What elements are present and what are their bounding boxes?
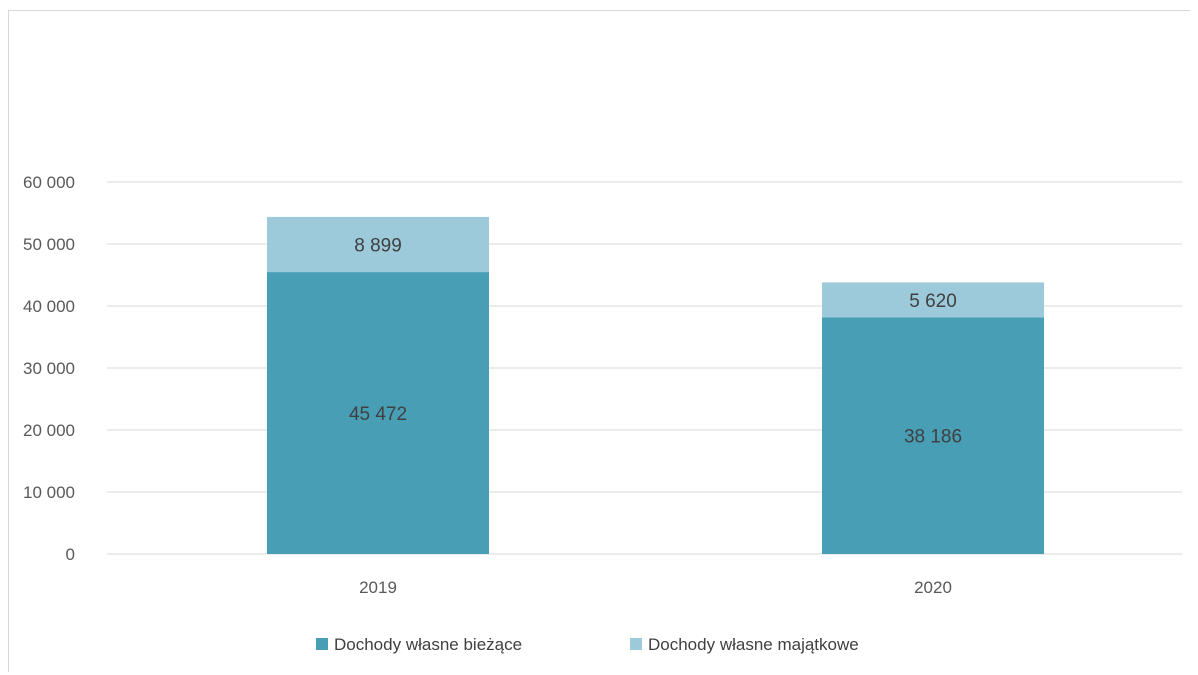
y-tick-label: 50 000 <box>23 235 75 254</box>
y-tick-label: 30 000 <box>23 359 75 378</box>
data-label: 38 186 <box>904 427 962 448</box>
y-axis-tick-labels: 0 10 000 20 000 30 000 40 000 50 000 60 000 <box>23 173 75 564</box>
legend-swatch <box>316 638 328 650</box>
x-tick-label: 2019 <box>359 578 397 597</box>
data-label: 45 472 <box>349 404 407 425</box>
bar-segment <box>822 317 1044 554</box>
legend-item: Dochody własne majątkowe <box>630 635 859 654</box>
data-label: 8 899 <box>354 235 402 256</box>
data-labels: 45 472 8 899 38 186 5 620 <box>349 235 962 447</box>
y-tick-label: 20 000 <box>23 421 75 440</box>
bar-segment <box>267 216 489 273</box>
legend-swatch <box>630 638 642 650</box>
y-tick-label: 40 000 <box>23 297 75 316</box>
bar-segment <box>267 272 489 554</box>
x-tick-label: 2020 <box>914 578 952 597</box>
y-tick-label: 0 <box>66 545 75 564</box>
legend-item: Dochody własne bieżące <box>316 635 522 654</box>
y-tick-label: 60 000 <box>23 173 75 192</box>
legend-label: Dochody własne bieżące <box>334 635 522 654</box>
bars <box>267 216 1044 554</box>
y-tick-label: 10 000 <box>23 483 75 502</box>
legend-label: Dochody własne majątkowe <box>648 635 859 654</box>
data-label: 5 620 <box>909 291 957 312</box>
chart-frame <box>8 10 1190 672</box>
legend: Dochody własne bieżące Dochody własne maj… <box>316 635 859 654</box>
x-axis-tick-labels: 2019 2020 <box>359 578 952 597</box>
bar-segment <box>822 282 1044 318</box>
